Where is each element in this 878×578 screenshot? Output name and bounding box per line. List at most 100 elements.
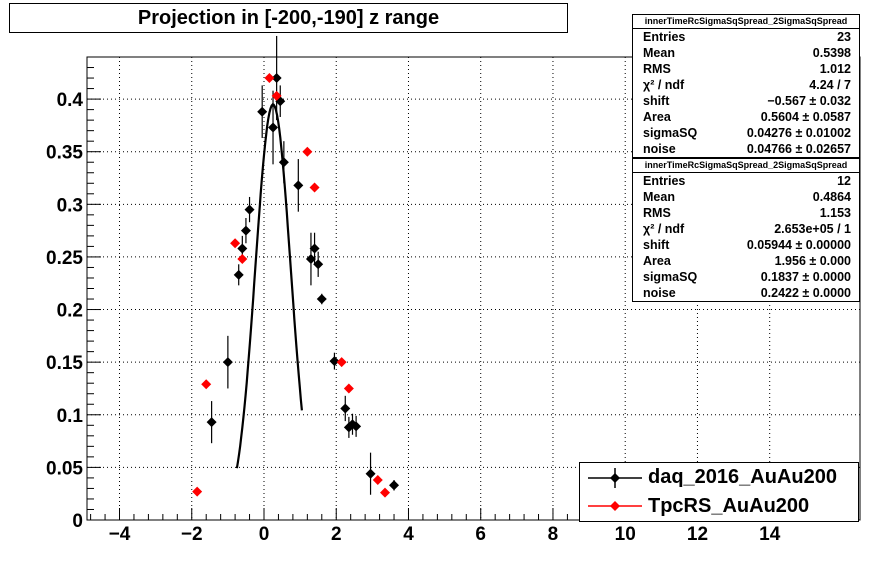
x-tick-label: 8 <box>548 524 559 545</box>
y-tick-label: 0.05 <box>46 458 83 479</box>
stats-key: noise <box>643 286 676 300</box>
data-point <box>305 254 316 265</box>
data-point <box>237 254 248 265</box>
data-point <box>230 238 241 249</box>
y-tick-label: 0.3 <box>57 195 83 216</box>
data-point <box>302 146 313 157</box>
data-point <box>340 403 351 414</box>
data-point <box>309 182 320 193</box>
y-tick-label: 0.1 <box>57 406 84 427</box>
stats-key: χ² / ndf <box>643 222 685 236</box>
tick-marks <box>87 56 843 521</box>
data-point <box>389 480 400 491</box>
data-point <box>244 204 255 215</box>
legend-item-tpcrs: TpcRS_AuAu200 <box>580 492 858 521</box>
data-point <box>237 243 248 254</box>
stats-value: 0.04766 ± 0.02657 <box>746 142 851 156</box>
series-daq <box>206 35 400 495</box>
stats-row: Area 1.956 ± 0.000 <box>633 253 859 269</box>
stats-key: Entries <box>643 30 686 44</box>
stats-value: 0.5398 <box>812 46 851 60</box>
data-point <box>316 294 327 305</box>
y-tick-label: 0.4 <box>57 90 84 111</box>
stats-row: sigmaSQ 0.04276 ± 0.01002 <box>633 125 859 141</box>
y-tick-label: 0 <box>72 511 83 532</box>
stats-key: RMS <box>643 62 671 76</box>
stats-value: 0.05944 ± 0.00000 <box>746 238 851 252</box>
stats-value: 12 <box>837 174 851 188</box>
y-tick-label: 0.35 <box>46 143 83 164</box>
stats-key: noise <box>643 142 676 156</box>
stats-row: shift −0.567 ± 0.032 <box>633 93 859 109</box>
stats-row: Entries 23 <box>633 29 859 45</box>
stats-row: noise 0.04766 ± 0.02657 <box>633 141 859 157</box>
stats-row: RMS 1.153 <box>633 205 859 221</box>
stats-row: RMS 1.012 <box>633 61 859 77</box>
stats-row: Entries 12 <box>633 173 859 189</box>
data-point <box>240 225 251 236</box>
chart-title: Projection in [-200,-190] z range <box>9 3 568 33</box>
stats-value: 1.012 <box>819 62 851 76</box>
stats-value: 23 <box>837 30 851 44</box>
legend-marker-tpcrs <box>588 501 642 511</box>
stats-value: 2.653e+05 / 1 <box>774 222 851 236</box>
stats-key: Area <box>643 254 671 268</box>
x-tick-label: 2 <box>331 524 342 545</box>
stats-value: 0.1837 ± 0.0000 <box>760 270 851 284</box>
stats-value: −0.567 ± 0.032 <box>767 94 851 108</box>
data-point <box>372 475 383 486</box>
stats-row: Area 0.5604 ± 0.0587 <box>633 109 859 125</box>
data-point <box>271 90 282 101</box>
x-tick-label: −2 <box>181 524 203 545</box>
data-point <box>309 243 320 254</box>
data-point <box>264 73 275 84</box>
stats-value: 0.2422 ± 0.0000 <box>760 286 851 300</box>
stats-row: Mean 0.4864 <box>633 189 859 205</box>
legend: daq_2016_AuAu200 TpcRS_AuAu200 <box>579 462 859 522</box>
data-point <box>201 379 212 390</box>
stats-key: Entries <box>643 174 686 188</box>
data-point <box>313 259 324 270</box>
data-point <box>329 356 340 367</box>
y-tick-label: 0.15 <box>46 353 83 374</box>
stats-value: 0.04276 ± 0.01002 <box>746 126 851 140</box>
stats-key: RMS <box>643 206 671 220</box>
data-point <box>278 157 289 168</box>
data-point <box>293 180 304 191</box>
stats-row: noise 0.2422 ± 0.0000 <box>633 285 859 301</box>
stats-box-tpcrs: innerTimeRcSigmaSqSpread_2SigmaSqSpread … <box>632 158 860 302</box>
y-tick-label: 0.25 <box>46 248 83 269</box>
data-points <box>192 35 400 498</box>
stats-key: sigmaSQ <box>643 126 698 140</box>
x-tick-label: −4 <box>109 524 131 545</box>
stats-key: Mean <box>643 190 675 204</box>
stats-value: 0.4864 <box>812 190 851 204</box>
stats-box-daq: innerTimeRcSigmaSqSpread_2SigmaSqSpread … <box>632 14 860 158</box>
stats-header: innerTimeRcSigmaSqSpread_2SigmaSqSpread <box>633 159 859 173</box>
x-tick-label: 10 <box>615 524 636 545</box>
data-point <box>271 73 282 84</box>
data-point <box>351 421 362 432</box>
y-tick-label: 0.2 <box>57 301 83 322</box>
stats-row: Mean 0.5398 <box>633 45 859 61</box>
data-point <box>336 357 347 368</box>
data-point <box>380 487 391 498</box>
x-tick-label: 14 <box>759 524 781 545</box>
data-point <box>257 106 268 117</box>
x-tick-label: 4 <box>403 524 414 545</box>
stats-key: sigmaSQ <box>643 270 698 284</box>
fit-curve <box>235 103 303 469</box>
legend-label-daq: daq_2016_AuAu200 <box>648 466 837 488</box>
series-tpcrs <box>192 73 391 498</box>
x-tick-label: 6 <box>475 524 486 545</box>
x-tick-label: 12 <box>687 524 708 545</box>
data-point <box>222 357 233 368</box>
stats-row: shift 0.05944 ± 0.00000 <box>633 237 859 253</box>
data-point <box>365 468 376 479</box>
tick-labels: −4 −2 0 2 4 6 8 10 12 14 0 0.05 0.1 0.15 0.2 0.25 0.3 0.3… <box>46 90 781 545</box>
stats-header: innerTimeRcSigmaSqSpread_2SigmaSqSpread <box>633 15 859 29</box>
stats-row: sigmaSQ 0.1837 ± 0.0000 <box>633 269 859 285</box>
stats-key: Area <box>643 110 671 124</box>
data-point <box>192 486 203 497</box>
stats-row: χ² / ndf 2.653e+05 / 1 <box>633 221 859 237</box>
